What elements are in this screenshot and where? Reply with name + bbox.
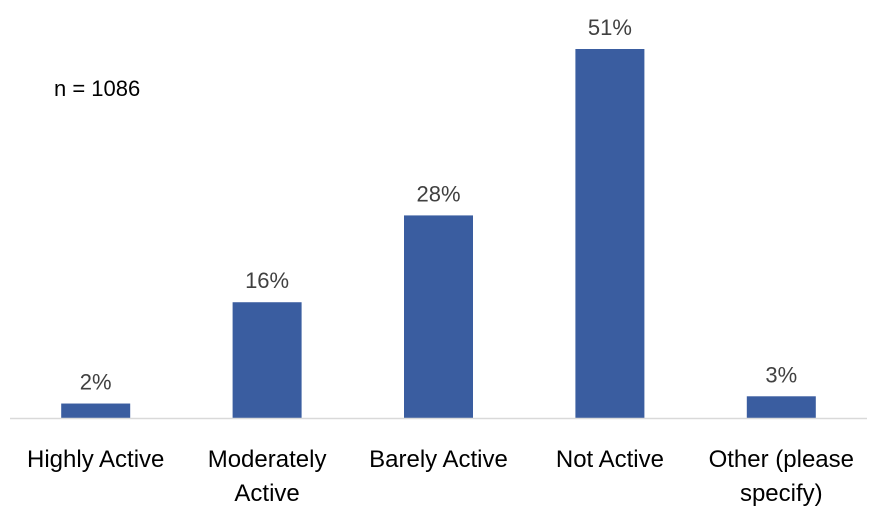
category-labels-group: Highly Active Moderately Active Barely Acti… [27,446,854,507]
category-label-2: Barely Active [369,446,508,473]
bar-3 [575,49,645,418]
category-label-4-line-0: Other (please [709,446,854,473]
sample-size-annotation: n = 1086 [54,76,141,101]
category-label-1-line-0: Moderately [208,446,327,473]
bar-1 [232,302,302,418]
data-label-1: 16% [245,268,289,293]
data-label-0: 2% [80,370,112,395]
category-label-1-line-1: Active [234,480,299,507]
data-label-2: 28% [416,181,460,206]
bar-2 [404,215,473,418]
bars-group [61,49,816,418]
category-label-0: Highly Active [27,446,164,473]
bar-4 [746,396,816,418]
data-label-4: 3% [765,362,797,387]
data-label-3: 51% [588,15,632,40]
category-label-3: Not Active [556,446,664,473]
category-label-4-line-1: specify) [740,480,823,507]
bar-0 [61,403,131,418]
data-labels-group: 2% 16% 28% 51% 3% [80,15,797,395]
